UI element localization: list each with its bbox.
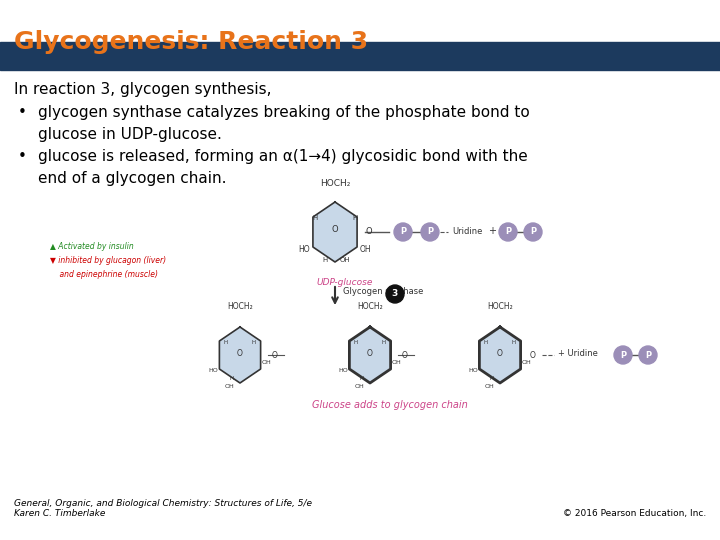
Text: O: O — [497, 348, 503, 357]
Text: HOCH₂: HOCH₂ — [487, 302, 513, 311]
Polygon shape — [313, 202, 357, 262]
Circle shape — [639, 346, 657, 364]
Text: •: • — [18, 149, 27, 164]
Text: HOCH₂: HOCH₂ — [320, 179, 350, 188]
Text: Uridine: Uridine — [452, 226, 482, 235]
Text: HO: HO — [298, 246, 310, 254]
Text: •: • — [18, 105, 27, 120]
Text: HOCH₂: HOCH₂ — [357, 302, 383, 311]
Text: Glycogenesis: Reaction 3: Glycogenesis: Reaction 3 — [14, 30, 368, 54]
Text: OH: OH — [485, 384, 494, 389]
Text: H: H — [312, 215, 318, 221]
Text: O: O — [367, 348, 373, 357]
Text: H: H — [224, 341, 228, 346]
Text: 3: 3 — [392, 289, 398, 299]
Text: P: P — [427, 227, 433, 237]
Text: In reaction 3, glycogen synthesis,: In reaction 3, glycogen synthesis, — [14, 82, 271, 97]
Text: glucose in UDP-glucose.: glucose in UDP-glucose. — [38, 127, 222, 142]
Text: +: + — [488, 226, 496, 236]
Text: © 2016 Pearson Education, Inc.: © 2016 Pearson Education, Inc. — [563, 509, 706, 518]
Text: HO: HO — [338, 368, 348, 374]
Text: H: H — [490, 375, 494, 381]
Text: O: O — [365, 227, 372, 237]
Circle shape — [421, 223, 439, 241]
Text: H: H — [230, 375, 234, 381]
Polygon shape — [480, 327, 521, 383]
Text: glycogen synthase catalyzes breaking of the phosphate bond to: glycogen synthase catalyzes breaking of … — [38, 105, 530, 120]
Text: P: P — [505, 227, 511, 237]
Text: O: O — [530, 350, 536, 360]
Text: OH: OH — [340, 257, 351, 263]
Text: OH: OH — [392, 361, 402, 366]
Text: H: H — [512, 341, 516, 346]
Circle shape — [386, 285, 404, 303]
Text: P: P — [620, 350, 626, 360]
Text: H: H — [252, 341, 256, 346]
Polygon shape — [220, 327, 261, 383]
Text: H: H — [484, 341, 488, 346]
Circle shape — [499, 223, 517, 241]
Text: OH: OH — [360, 246, 372, 254]
Text: and epinephrine (muscle): and epinephrine (muscle) — [50, 270, 158, 279]
Text: OH: OH — [262, 361, 271, 366]
Text: OH: OH — [224, 384, 234, 389]
Text: H: H — [360, 375, 364, 381]
Text: HO: HO — [208, 368, 218, 374]
Text: H: H — [352, 215, 358, 221]
Text: O: O — [332, 226, 338, 234]
Text: OH: OH — [354, 384, 364, 389]
Circle shape — [614, 346, 632, 364]
Text: P: P — [645, 350, 651, 360]
Text: O: O — [272, 350, 278, 360]
Text: O: O — [237, 348, 243, 357]
Text: + Uridine: + Uridine — [558, 349, 598, 359]
Text: end of a glycogen chain.: end of a glycogen chain. — [38, 171, 227, 186]
Text: HOCH₂: HOCH₂ — [227, 302, 253, 311]
Circle shape — [394, 223, 412, 241]
Text: O: O — [402, 350, 408, 360]
Text: OH: OH — [522, 361, 532, 366]
Polygon shape — [349, 327, 391, 383]
Text: P: P — [400, 227, 406, 237]
Text: ▼ inhibited by glucagon (liver): ▼ inhibited by glucagon (liver) — [50, 256, 166, 265]
Text: H: H — [354, 341, 358, 346]
Bar — [0, 42, 720, 70]
Text: H: H — [382, 341, 386, 346]
Circle shape — [524, 223, 542, 241]
Text: ▲ Activated by insulin: ▲ Activated by insulin — [50, 242, 134, 251]
Text: Glycogen synthase: Glycogen synthase — [343, 287, 423, 296]
Text: General, Organic, and Biological Chemistry: Structures of Life, 5/e
Karen C. Tim: General, Organic, and Biological Chemist… — [14, 498, 312, 518]
Text: Glucose adds to glycogen chain: Glucose adds to glycogen chain — [312, 400, 468, 410]
Text: HO: HO — [468, 368, 478, 374]
Text: H: H — [323, 257, 328, 263]
Text: UDP-glucose: UDP-glucose — [317, 278, 373, 287]
Text: P: P — [530, 227, 536, 237]
Text: glucose is released, forming an α(1→4) glycosidic bond with the: glucose is released, forming an α(1→4) g… — [38, 149, 528, 164]
